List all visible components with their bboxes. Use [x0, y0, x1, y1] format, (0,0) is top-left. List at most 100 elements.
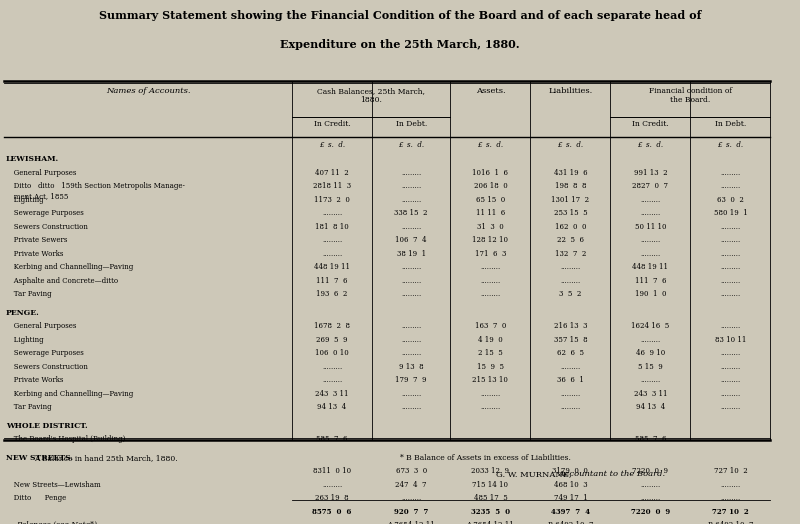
Text: .........: ......... [322, 236, 342, 244]
Text: General Purposes: General Purposes [7, 322, 76, 330]
Text: A 7654 12 11: A 7654 12 11 [466, 521, 514, 524]
Text: Sewers Construction: Sewers Construction [7, 363, 88, 370]
Text: Lighting: Lighting [7, 336, 44, 344]
Text: .........: ......... [640, 209, 661, 217]
Text: 1016  1  6: 1016 1 6 [472, 169, 509, 177]
Text: * B Balance of Assets in excess of Liabilities.: * B Balance of Assets in excess of Liabi… [400, 454, 571, 462]
Text: In Debt.: In Debt. [395, 120, 427, 128]
Text: LEWISHAM.: LEWISHAM. [6, 155, 59, 163]
Text: 3235  5  0: 3235 5 0 [471, 508, 510, 516]
Text: ment Act, 1855: ment Act, 1855 [7, 192, 68, 200]
Text: .........: ......... [640, 481, 661, 489]
Text: .........: ......... [720, 376, 741, 384]
Text: 46  9 10: 46 9 10 [636, 349, 665, 357]
Text: 715 14 10: 715 14 10 [472, 481, 509, 489]
Text: .........: ......... [401, 277, 422, 285]
Text: A Balance in hand 25th March, 1880.: A Balance in hand 25th March, 1880. [34, 454, 178, 462]
Text: 5 15  9: 5 15 9 [638, 363, 662, 370]
Text: 1678  2  8: 1678 2 8 [314, 322, 350, 330]
Text: .........: ......... [322, 376, 342, 384]
Text: .........: ......... [480, 263, 501, 271]
Text: 111  7  6: 111 7 6 [634, 277, 666, 285]
Text: 1173  2  0: 1173 2 0 [314, 196, 350, 204]
Text: Balances (see Note*): Balances (see Note*) [16, 521, 97, 524]
Text: 7220  0  9: 7220 0 9 [630, 508, 670, 516]
Text: .........: ......... [720, 363, 741, 370]
Text: 206 18  0: 206 18 0 [474, 182, 507, 190]
Text: 106  7  4: 106 7 4 [395, 236, 427, 244]
Text: 448 19 11: 448 19 11 [314, 263, 350, 271]
Text: .........: ......... [640, 250, 661, 258]
Text: Kerbing and Channelling—Paving: Kerbing and Channelling—Paving [7, 390, 134, 398]
Text: 3179  0  0: 3179 0 0 [553, 467, 588, 475]
Text: Expenditure on the 25th March, 1880.: Expenditure on the 25th March, 1880. [280, 39, 520, 50]
Text: 83 10 11: 83 10 11 [714, 336, 746, 344]
Text: 431 19  6: 431 19 6 [554, 169, 587, 177]
Text: Tar Paving: Tar Paving [7, 290, 52, 298]
Text: 9 13  8: 9 13 8 [399, 363, 423, 370]
Text: £  s.  d.: £ s. d. [319, 141, 345, 149]
Text: .........: ......... [322, 481, 342, 489]
Text: .........: ......... [401, 196, 422, 204]
Text: .........: ......... [720, 169, 741, 177]
Text: 36  6  1: 36 6 1 [557, 376, 584, 384]
Text: .........: ......... [322, 209, 342, 217]
Text: .........: ......... [480, 403, 501, 411]
Text: .........: ......... [480, 277, 501, 285]
Text: Lighting: Lighting [7, 196, 44, 204]
Text: .........: ......... [640, 196, 661, 204]
Text: .........: ......... [401, 336, 422, 344]
Text: In Credit.: In Credit. [632, 120, 669, 128]
Text: Ditto      Penge: Ditto Penge [7, 494, 66, 502]
Text: 338 15  2: 338 15 2 [394, 209, 428, 217]
Text: 179  7  9: 179 7 9 [395, 376, 427, 384]
Text: £  s.  d.: £ s. d. [638, 141, 663, 149]
Text: 243  3 11: 243 3 11 [315, 390, 349, 398]
Text: .........: ......... [720, 290, 741, 298]
Text: .........: ......... [322, 363, 342, 370]
Text: .........: ......... [560, 263, 581, 271]
Text: Private Works: Private Works [7, 376, 63, 384]
Text: .........: ......... [640, 494, 661, 502]
Text: Summary Statement showing the Financial Condition of the Board and of each separ: Summary Statement showing the Financial … [99, 10, 701, 21]
Text: 1624 16  5: 1624 16 5 [631, 322, 670, 330]
Text: 2827  0  7: 2827 0 7 [632, 182, 669, 190]
Text: Accountant to the Board.: Accountant to the Board. [556, 470, 665, 478]
Text: Assets.: Assets. [475, 87, 506, 95]
Text: .........: ......... [401, 290, 422, 298]
Text: 580 19  1: 580 19 1 [714, 209, 747, 217]
Text: .........: ......... [720, 322, 741, 330]
Text: £  s.  d.: £ s. d. [398, 141, 424, 149]
Text: 468 10  3: 468 10 3 [554, 481, 587, 489]
Text: 3  5  2: 3 5 2 [559, 290, 582, 298]
Text: £  s.  d.: £ s. d. [558, 141, 583, 149]
Text: 749 17  1: 749 17 1 [554, 494, 587, 502]
Text: 63  0  2: 63 0 2 [717, 196, 744, 204]
Text: .........: ......... [560, 363, 581, 370]
Text: New Streets—Lewisham: New Streets—Lewisham [7, 481, 101, 489]
Text: 162  0  0: 162 0 0 [554, 223, 586, 231]
Text: 920  7  7: 920 7 7 [394, 508, 428, 516]
Text: .........: ......... [720, 250, 741, 258]
Text: 132  7  2: 132 7 2 [554, 250, 586, 258]
Text: .........: ......... [401, 223, 422, 231]
Text: 193  6  2: 193 6 2 [316, 290, 348, 298]
Text: .........: ......... [720, 390, 741, 398]
Text: .........: ......... [640, 376, 661, 384]
Text: .........: ......... [640, 521, 661, 524]
Text: 357 15  8: 357 15 8 [554, 336, 587, 344]
Text: 94 13  4: 94 13 4 [636, 403, 665, 411]
Text: Kerbing and Channelling—Paving: Kerbing and Channelling—Paving [7, 263, 134, 271]
Text: 485 17  5: 485 17 5 [474, 494, 507, 502]
Text: .........: ......... [401, 349, 422, 357]
Text: .........: ......... [480, 290, 501, 298]
Text: Tar Paving: Tar Paving [7, 403, 52, 411]
Text: Sewerage Purposes: Sewerage Purposes [7, 349, 84, 357]
Text: £  s.  d.: £ s. d. [718, 141, 743, 149]
Text: 243  3 11: 243 3 11 [634, 390, 667, 398]
Text: 2818 11  3: 2818 11 3 [313, 182, 351, 190]
Text: Asphalte and Concrete—ditto: Asphalte and Concrete—ditto [7, 277, 118, 285]
Text: 7220  0  9: 7220 0 9 [632, 467, 669, 475]
Text: 4397  7  4: 4397 7 4 [551, 508, 590, 516]
Text: 727 10  2: 727 10 2 [714, 467, 747, 475]
